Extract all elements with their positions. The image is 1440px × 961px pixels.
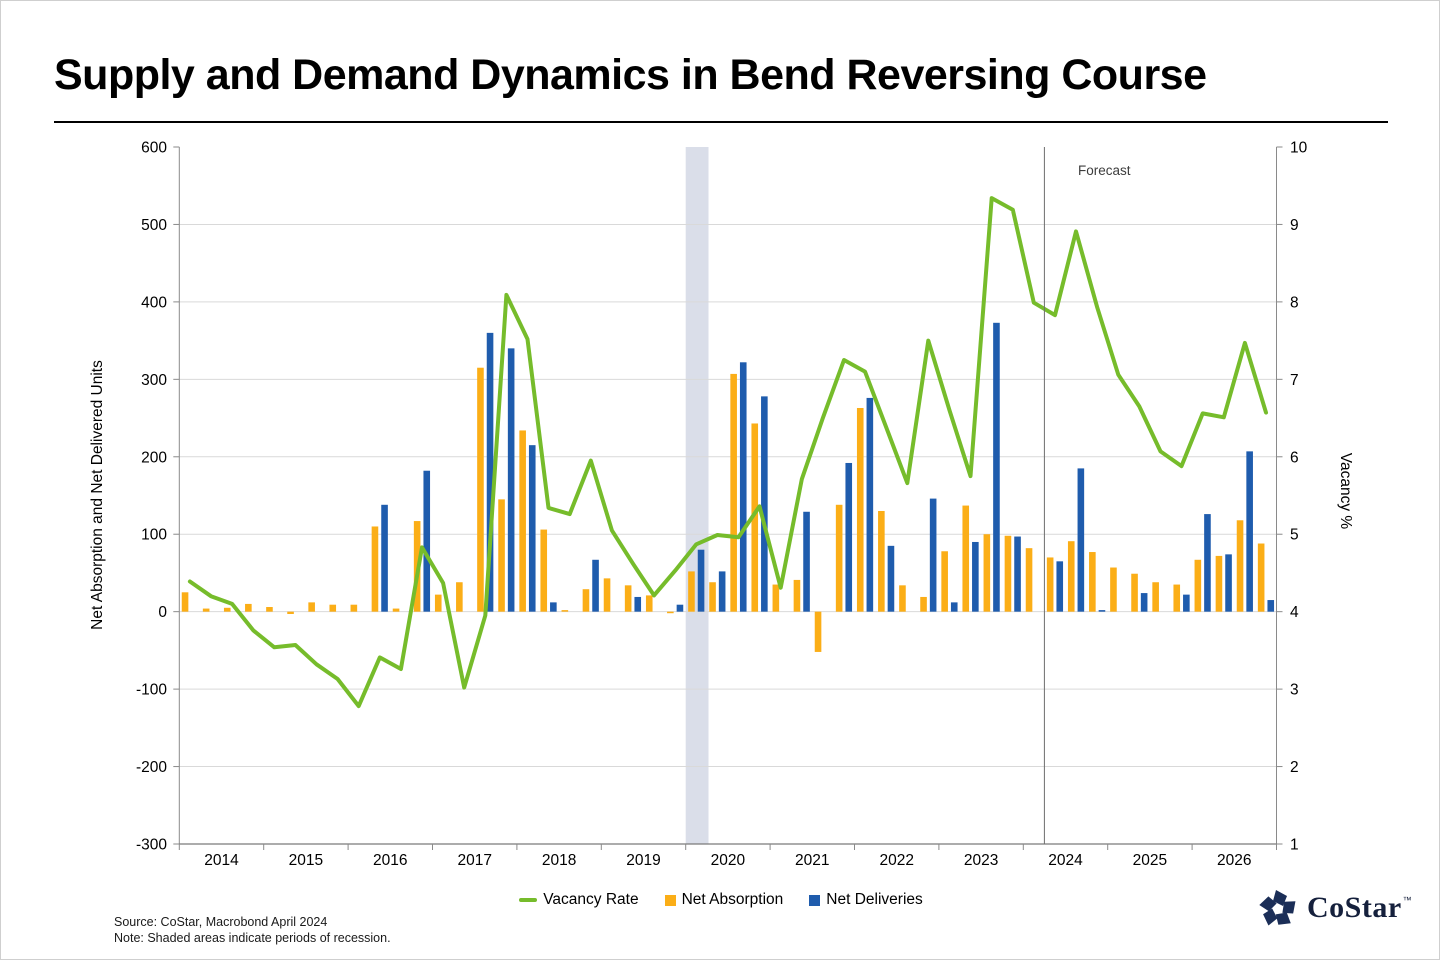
svg-text:8: 8 bbox=[1290, 294, 1299, 311]
svg-text:2025: 2025 bbox=[1133, 852, 1167, 869]
legend-label-vacancy-rate: Vacancy Rate bbox=[543, 891, 639, 908]
right-axis-title: Vacancy % bbox=[1337, 453, 1354, 530]
svg-text:7: 7 bbox=[1290, 372, 1299, 389]
svg-text:2014: 2014 bbox=[204, 852, 239, 869]
svg-text:2020: 2020 bbox=[711, 852, 746, 869]
svg-text:2024: 2024 bbox=[1048, 852, 1083, 869]
svg-text:100: 100 bbox=[141, 527, 167, 544]
legend-item-net-absorption: Net Absorption bbox=[664, 891, 784, 909]
svg-text:2026: 2026 bbox=[1217, 852, 1251, 869]
vacancy-rate-line-swatch-icon bbox=[519, 898, 538, 902]
legend-label-net-deliveries: Net Deliveries bbox=[826, 891, 923, 908]
svg-text:-200: -200 bbox=[136, 759, 167, 776]
svg-text:-100: -100 bbox=[136, 682, 167, 699]
svg-text:2022: 2022 bbox=[879, 852, 913, 869]
svg-text:2015: 2015 bbox=[289, 852, 323, 869]
legend-item-vacancy-rate: Vacancy Rate bbox=[519, 891, 639, 909]
costar-logo-text: CoStar bbox=[1307, 891, 1402, 924]
page-title: Supply and Demand Dynamics in Bend Rever… bbox=[54, 51, 1207, 99]
svg-text:9: 9 bbox=[1290, 217, 1299, 234]
svg-text:0: 0 bbox=[158, 604, 167, 621]
chart-footnotes: Source: CoStar, Macrobond April 2024 Not… bbox=[114, 914, 391, 946]
svg-text:3: 3 bbox=[1290, 682, 1299, 699]
net-deliveries-swatch-icon bbox=[809, 894, 821, 906]
svg-text:4: 4 bbox=[1290, 604, 1299, 621]
costar-logo: CoStar™ bbox=[1257, 885, 1412, 931]
vacancy-line-group bbox=[187, 196, 1268, 709]
legend-label-net-absorption: Net Absorption bbox=[681, 891, 784, 908]
axis-group: 600 500 400 300 200 100 0 -100 -200 -300 10 9 8 7 6 5 4 3… bbox=[136, 140, 1308, 870]
svg-text:500: 500 bbox=[141, 217, 167, 234]
svg-text:2021: 2021 bbox=[795, 852, 829, 869]
svg-text:5: 5 bbox=[1290, 527, 1299, 544]
bar-group bbox=[181, 322, 1275, 652]
svg-text:2019: 2019 bbox=[626, 852, 660, 869]
source-note: Source: CoStar, Macrobond April 2024 bbox=[114, 915, 328, 929]
left-axis-title: Net Absorption and Net Delivered Units bbox=[89, 360, 106, 630]
svg-text:300: 300 bbox=[141, 372, 167, 389]
svg-text:10: 10 bbox=[1290, 140, 1308, 157]
legend-item-net-deliveries: Net Deliveries bbox=[809, 891, 923, 909]
title-underline bbox=[54, 121, 1388, 123]
chart-legend: Vacancy Rate Net Absorption Net Deliveri… bbox=[1, 891, 1440, 909]
trademark-symbol: ™ bbox=[1402, 895, 1412, 905]
svg-text:2017: 2017 bbox=[457, 852, 491, 869]
svg-text:2: 2 bbox=[1290, 759, 1299, 776]
svg-text:6: 6 bbox=[1290, 449, 1299, 466]
svg-text:400: 400 bbox=[141, 294, 167, 311]
svg-text:2023: 2023 bbox=[964, 852, 998, 869]
recession-band-group bbox=[685, 147, 709, 844]
forecast-label: Forecast bbox=[1078, 163, 1131, 178]
svg-text:200: 200 bbox=[141, 449, 167, 466]
svg-text:600: 600 bbox=[141, 140, 167, 157]
svg-text:2018: 2018 bbox=[542, 852, 576, 869]
costar-pinwheel-icon bbox=[1259, 890, 1296, 926]
svg-text:-300: -300 bbox=[136, 837, 167, 854]
net-absorption-swatch-icon bbox=[664, 894, 676, 906]
svg-text:1: 1 bbox=[1290, 837, 1299, 854]
svg-text:2016: 2016 bbox=[373, 852, 407, 869]
recession-note: Note: Shaded areas indicate periods of r… bbox=[114, 931, 391, 945]
